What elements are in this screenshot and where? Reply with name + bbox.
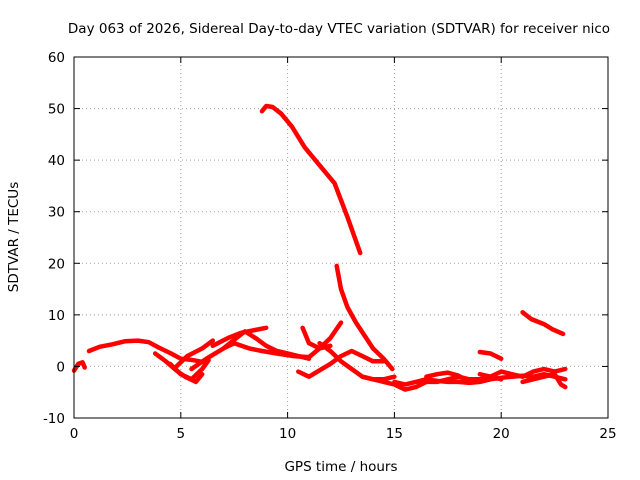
x-tick-label: 0 xyxy=(70,426,79,442)
x-tick-label: 15 xyxy=(386,426,403,442)
y-tick-label: 50 xyxy=(48,102,65,118)
series-track-evening-e xyxy=(477,349,504,361)
series-track-evening-d xyxy=(477,366,568,379)
y-tick-label: 60 xyxy=(48,50,65,66)
series-track-start xyxy=(71,360,87,373)
y-tick-label: 30 xyxy=(48,205,65,221)
tick-layer: 0 5 10 15 20 25 -10 0 10 20 30 40 50 60 xyxy=(43,50,617,442)
series-track-mid-d xyxy=(300,320,344,351)
x-tick-label: 25 xyxy=(599,426,616,442)
y-axis-label: SDTVAR / TECUs xyxy=(6,182,22,292)
x-tick-label: 5 xyxy=(177,426,186,442)
series-layer xyxy=(71,103,568,392)
series-track-mid-c xyxy=(296,348,386,379)
x-axis-label: GPS time / hours xyxy=(284,459,397,475)
series-track-high-arc xyxy=(259,103,363,256)
y-tick-label: 10 xyxy=(48,308,65,324)
y-tick-label: 20 xyxy=(48,256,65,272)
series-track-mid-b xyxy=(221,340,333,360)
x-tick-label: 20 xyxy=(493,426,510,442)
y-tick-label: 0 xyxy=(56,359,65,375)
plot-frame xyxy=(73,56,609,419)
chart-title: Day 063 of 2026, Sidereal Day-to-day VTE… xyxy=(68,21,610,37)
series-track-evening-b xyxy=(392,371,568,387)
series-track-evening-f xyxy=(520,371,568,390)
series-track-evening-c xyxy=(424,370,468,382)
y-tick-label: -10 xyxy=(43,411,65,427)
y-tick-label: 40 xyxy=(48,153,65,169)
grid-layer xyxy=(74,57,608,418)
series-track-mid-a xyxy=(210,325,269,349)
series-track-cross-a xyxy=(174,338,216,369)
x-tick-label: 10 xyxy=(279,426,296,442)
series-track-dip-b xyxy=(167,357,211,382)
series-track-late xyxy=(520,310,566,337)
series-track-descending xyxy=(334,263,395,372)
